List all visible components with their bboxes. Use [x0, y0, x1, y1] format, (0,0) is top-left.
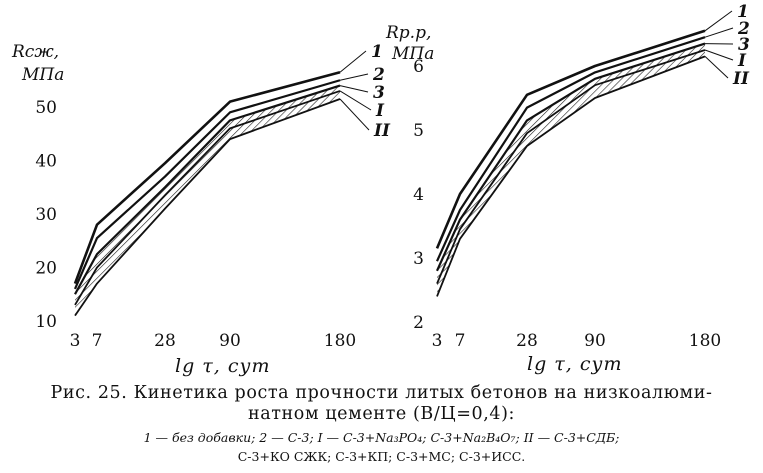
series-line-1 [73, 70, 341, 285]
x-tick-label: 180 [324, 331, 356, 351]
x-tick-label: 28 [516, 331, 538, 351]
series-line-3 [74, 84, 341, 295]
series-label-3: 3 [738, 35, 750, 55]
x-tick-label: 90 [219, 331, 241, 351]
x-axis-label: lg τ, сут [175, 355, 271, 377]
figure-legend-line2: С-3+КО СЖК; С-3+КП; С-3+МС; С-3+ИСС. [237, 449, 526, 464]
y-axis-label-line2: МПа [21, 65, 64, 85]
x-tick-label: 90 [584, 331, 606, 351]
y-tick-label: 40 [35, 152, 57, 172]
y-tick-label: 10 [35, 312, 57, 332]
y-tick-label: 4 [413, 185, 424, 205]
series-line-II [436, 55, 706, 297]
y-tick-label: 50 [35, 98, 57, 118]
series-label-2: 2 [372, 65, 385, 85]
y-tick-label: 6 [413, 57, 424, 77]
series-leader-II [704, 56, 729, 79]
series-label-1: 1 [737, 2, 749, 22]
series-line-I [74, 90, 341, 306]
series-line-1 [435, 29, 706, 249]
series-label-3: 3 [373, 83, 385, 103]
hatched-band [75, 85, 340, 316]
figure-caption-line2: натном цементе (В/Ц=0,4): [247, 404, 516, 424]
y-tick-label: 5 [413, 121, 424, 141]
series-leader-I [704, 49, 734, 61]
series-label-1: 1 [371, 42, 383, 62]
series-label-2: 2 [737, 19, 750, 39]
series-label-I: I [375, 101, 385, 121]
y-tick-label: 20 [35, 259, 57, 279]
series-leader-1 [339, 50, 367, 73]
x-tick-label: 3 [70, 331, 81, 351]
x-axis-label: lg τ, сут [527, 353, 623, 375]
y-axis-label-line1: Rсж, [11, 42, 59, 62]
series-leader-2 [704, 27, 734, 38]
series-line-2 [73, 79, 341, 290]
figure-caption-line1: Рис. 25. Кинетика роста прочности литых … [50, 383, 713, 403]
y-tick-label: 3 [413, 249, 424, 269]
series-leader-I [339, 90, 372, 111]
x-tick-label: 7 [455, 331, 466, 351]
figure-legend-line1: 1 — без добавки; 2 — С-3; I — С-3+Na₃PO₄… [143, 430, 620, 445]
series-label-II: II [732, 69, 750, 89]
series-line-3 [435, 42, 706, 272]
x-tick-label: 7 [92, 331, 103, 351]
x-tick-label: 180 [689, 331, 721, 351]
series-label-II: II [373, 121, 391, 141]
series-leader-3 [339, 85, 369, 93]
y-axis-label-line2: МПа [391, 44, 434, 64]
y-tick-label: 30 [35, 205, 57, 225]
y-axis-label-line1: Rр.р, [385, 23, 431, 43]
series-line-2 [435, 36, 706, 262]
series-line-II [74, 98, 341, 317]
series-leader-2 [339, 73, 369, 81]
series-leader-II [339, 98, 370, 131]
series-label-I: I [737, 51, 747, 71]
series-leader-1 [704, 10, 733, 32]
x-tick-label: 3 [432, 331, 443, 351]
x-tick-label: 28 [154, 331, 176, 351]
series-line-I [436, 49, 706, 284]
y-tick-label: 2 [413, 313, 424, 333]
